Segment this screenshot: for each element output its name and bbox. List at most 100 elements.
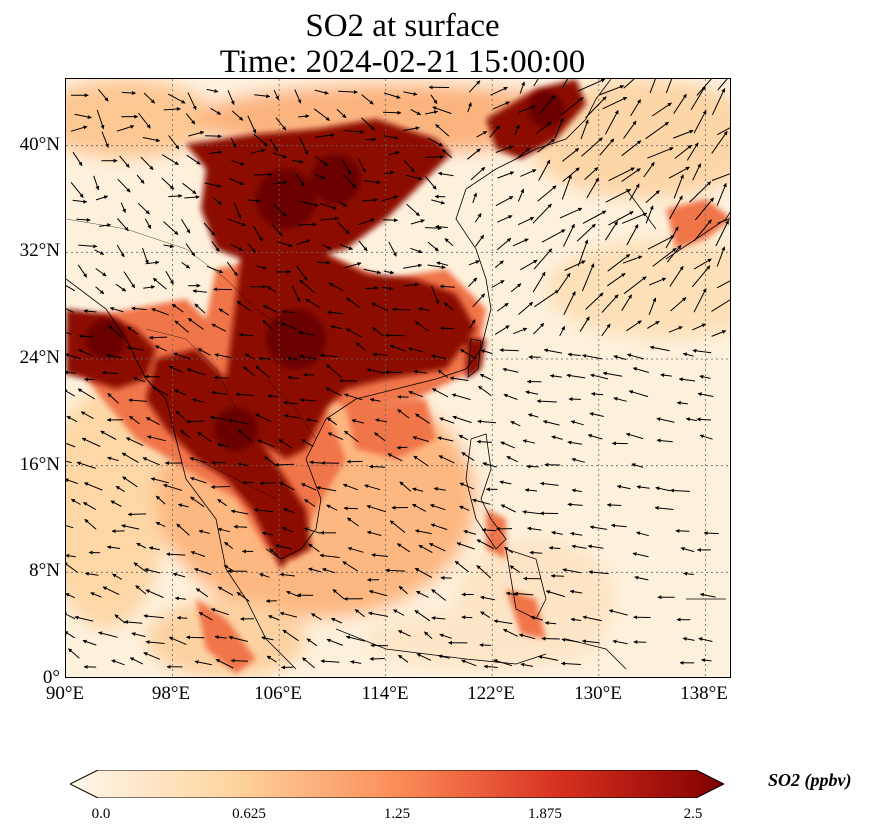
wind-arrow <box>120 202 126 213</box>
wind-arrow <box>206 265 224 274</box>
wind-arrow <box>365 285 379 290</box>
wind-arrow <box>126 345 144 351</box>
wind-arrow <box>362 197 378 202</box>
wind-arrow <box>226 261 238 277</box>
wind-arrow <box>148 335 168 340</box>
wind-arrow <box>693 109 707 134</box>
wind-arrow <box>520 662 534 667</box>
wind-arrow <box>545 590 566 598</box>
wind-arrow <box>231 160 245 166</box>
wind-arrow <box>711 173 730 182</box>
wind-arrow <box>342 561 358 572</box>
wind-arrow <box>429 504 446 511</box>
wind-arrow <box>517 188 525 202</box>
wind-arrow <box>66 415 78 423</box>
wind-arrow <box>320 353 339 358</box>
wind-arrow <box>459 482 475 490</box>
wind-arrow <box>253 133 268 147</box>
wind-arrow <box>125 437 144 447</box>
wind-arrow <box>369 397 381 402</box>
wind-arrow <box>150 477 169 484</box>
wind-arrow <box>355 342 366 351</box>
wind-arrow <box>186 635 205 640</box>
wind-arrow <box>115 485 125 493</box>
wind-arrow <box>214 353 233 359</box>
wind-arrow <box>217 527 230 533</box>
wind-arrow <box>363 180 381 185</box>
wind-arrow <box>112 573 123 580</box>
wind-arrow <box>211 390 227 395</box>
wind-arrow <box>468 80 481 93</box>
wind-arrow <box>627 353 645 360</box>
wind-arrow <box>294 89 302 104</box>
wind-arrow <box>357 157 366 173</box>
wind-arrow <box>519 81 525 94</box>
wind-arrow <box>330 617 343 624</box>
wind-arrow <box>228 635 248 642</box>
wind-arrow <box>492 101 510 110</box>
wind-arrow <box>178 503 189 508</box>
wind-arrow <box>449 376 469 381</box>
wind-arrow <box>121 524 140 530</box>
wind-arrow <box>358 240 368 252</box>
wind-arrow <box>97 88 109 102</box>
wind-arrow <box>468 277 478 287</box>
wind-arrow <box>211 241 220 252</box>
wind-arrow <box>433 486 446 491</box>
wind-arrow <box>533 248 553 270</box>
wind-arrow <box>435 224 448 229</box>
wind-arrow <box>278 439 293 449</box>
wind-arrow <box>382 218 398 223</box>
wind-arrow <box>152 277 167 290</box>
colorbar-label: SO2 (ppbv) <box>768 770 852 790</box>
wind-arrow <box>224 541 234 549</box>
wind-arrow <box>144 568 161 574</box>
wind-arrow <box>143 652 161 660</box>
wind-arrow <box>589 412 605 417</box>
wind-arrow <box>412 503 427 512</box>
wind-arrow <box>418 306 430 311</box>
wind-arrow <box>513 327 528 335</box>
so2-field-map <box>66 79 730 677</box>
wind-arrow <box>587 433 603 440</box>
wind-arrow <box>163 221 179 235</box>
wind-arrow <box>66 553 76 558</box>
wind-arrow <box>364 484 381 491</box>
wind-arrow <box>279 611 298 618</box>
wind-arrow <box>480 595 495 601</box>
wind-arrow <box>604 110 619 135</box>
wind-arrow <box>261 636 274 641</box>
wind-arrow <box>218 308 230 316</box>
wind-arrow <box>195 588 209 598</box>
wind-arrow <box>344 262 362 269</box>
wind-arrow <box>216 442 229 448</box>
wind-arrow <box>238 332 254 337</box>
wind-arrow <box>632 367 649 373</box>
wind-arrow <box>372 352 388 357</box>
wind-arrow <box>396 445 408 450</box>
wind-arrow <box>344 430 359 443</box>
wind-arrow <box>717 218 730 224</box>
wind-arrow <box>305 417 319 422</box>
wind-arrow <box>267 394 279 399</box>
wind-arrow <box>192 398 205 403</box>
wind-arrow <box>127 326 139 335</box>
wind-arrow <box>691 265 711 288</box>
wind-arrow <box>186 154 201 165</box>
wind-arrow <box>83 501 97 511</box>
wind-arrow <box>439 633 452 639</box>
wind-arrow <box>106 545 121 550</box>
wind-arrow <box>131 632 146 638</box>
lat-tick-16N: 16°N <box>19 454 60 475</box>
wind-arrow <box>532 203 552 224</box>
wind-arrow <box>299 354 317 360</box>
wind-arrow <box>544 621 557 626</box>
wind-arrow <box>66 525 74 529</box>
wind-arrow <box>693 288 707 313</box>
wind-arrow <box>431 616 446 621</box>
wind-arrow <box>532 271 546 293</box>
wind-arrow <box>632 552 649 558</box>
wind-arrow <box>576 223 596 242</box>
wind-arrow <box>413 455 429 467</box>
wind-arrow <box>472 293 486 308</box>
